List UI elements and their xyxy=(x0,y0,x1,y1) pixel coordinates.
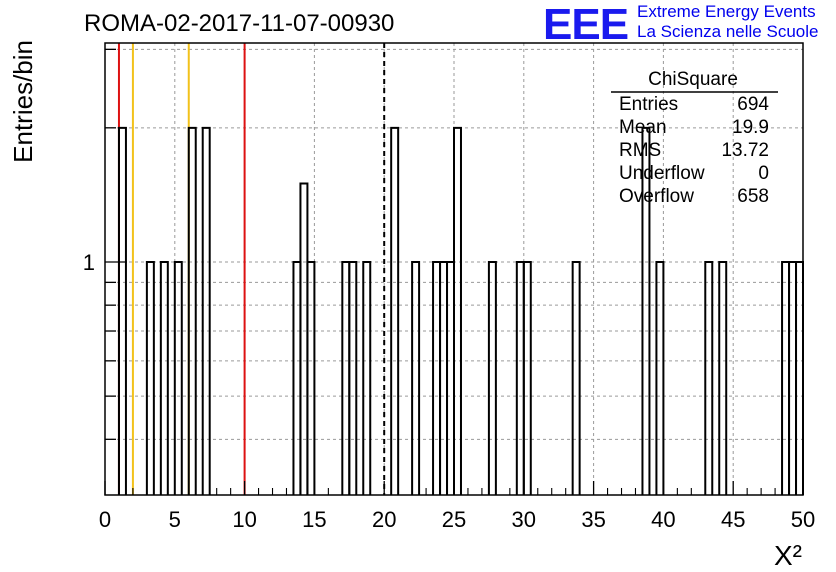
histogram-bin xyxy=(117,126,127,495)
x-tick-label: 50 xyxy=(791,507,815,532)
histogram-bin xyxy=(515,260,525,495)
histogram-bin xyxy=(292,260,302,495)
histogram-bin xyxy=(446,260,455,495)
stats-row-label: Mean xyxy=(619,117,667,138)
x-tick-label: 25 xyxy=(442,507,466,532)
histogram-bin xyxy=(159,260,169,495)
histogram-bin xyxy=(299,182,309,495)
histogram-bin xyxy=(145,260,155,495)
stats-row-label: RMS xyxy=(619,140,661,161)
histogram-bars xyxy=(117,126,804,495)
x-tick-label: 0 xyxy=(99,507,111,532)
histogram-bin xyxy=(390,126,400,495)
histogram-bin xyxy=(795,260,804,495)
logo-line-2: La Scienza nelle Scuole xyxy=(637,22,819,41)
x-tick-label: 15 xyxy=(302,507,326,532)
stats-row-value: 0 xyxy=(758,163,769,184)
stats-box-title: ChiSquare xyxy=(648,69,738,90)
histogram-bin xyxy=(487,260,497,495)
histogram-bin xyxy=(341,260,351,495)
stats-row-label: Entries xyxy=(619,94,678,115)
x-tick-label: 20 xyxy=(372,507,396,532)
axis-ticks xyxy=(104,48,804,495)
x-axis-label: X² xyxy=(774,540,802,571)
histogram-bin xyxy=(362,260,372,495)
histogram-bin xyxy=(704,260,714,495)
histogram-bin xyxy=(348,260,358,495)
x-tick-label: 40 xyxy=(651,507,675,532)
reference-lines xyxy=(117,43,386,495)
histogram-bin xyxy=(655,260,665,495)
histogram-bin xyxy=(201,126,211,495)
tick-labels: 0 5 10 15 20 25 30 35 40 45 50 1 xyxy=(83,250,815,532)
logo-caption: Extreme Energy Events La Scienza nelle S… xyxy=(637,2,818,42)
histogram-bin xyxy=(788,260,798,495)
eee-logo: EEE xyxy=(543,2,629,42)
stats-row-label: Underflow xyxy=(619,163,705,184)
histogram-bin xyxy=(432,260,442,495)
x-tick-label: 35 xyxy=(581,507,605,532)
histogram-bin xyxy=(439,260,449,495)
histogram-bin xyxy=(718,260,728,495)
histogram-bin xyxy=(453,126,462,495)
chart-title: ROMA-02-2017-11-07-00930 xyxy=(84,10,395,37)
histogram-bin xyxy=(411,260,421,495)
x-tick-label: 5 xyxy=(169,507,181,532)
histogram-bin xyxy=(173,260,183,495)
y-axis-label: Entries/bin xyxy=(8,40,38,163)
x-tick-label: 10 xyxy=(232,507,256,532)
histogram-bin xyxy=(641,126,651,495)
stats-box: ChiSquare Entries 694 Mean 19.9 RMS 13.72 Unde… xyxy=(611,69,778,207)
logo-letters: EEE xyxy=(543,2,628,42)
histogram-bin xyxy=(187,126,197,495)
histogram-bin xyxy=(306,260,316,495)
stats-row-value: 19.9 xyxy=(732,117,769,138)
histogram-bin xyxy=(781,260,791,495)
logo-line-1: Extreme Energy Events xyxy=(637,2,816,21)
y-tick-label: 1 xyxy=(83,250,95,275)
stats-row-value: 658 xyxy=(737,186,769,207)
x-tick-label: 45 xyxy=(721,507,745,532)
stats-rows: Entries 694 Mean 19.9 RMS 13.72 Underflow 0 Over… xyxy=(619,94,769,207)
x-tick-label: 30 xyxy=(512,507,536,532)
stats-row-label: Overflow xyxy=(619,186,694,207)
histogram-bin xyxy=(571,260,581,495)
histogram-bin xyxy=(522,260,532,495)
stats-row-value: 694 xyxy=(737,94,769,115)
stats-row-value: 13.72 xyxy=(721,140,769,161)
